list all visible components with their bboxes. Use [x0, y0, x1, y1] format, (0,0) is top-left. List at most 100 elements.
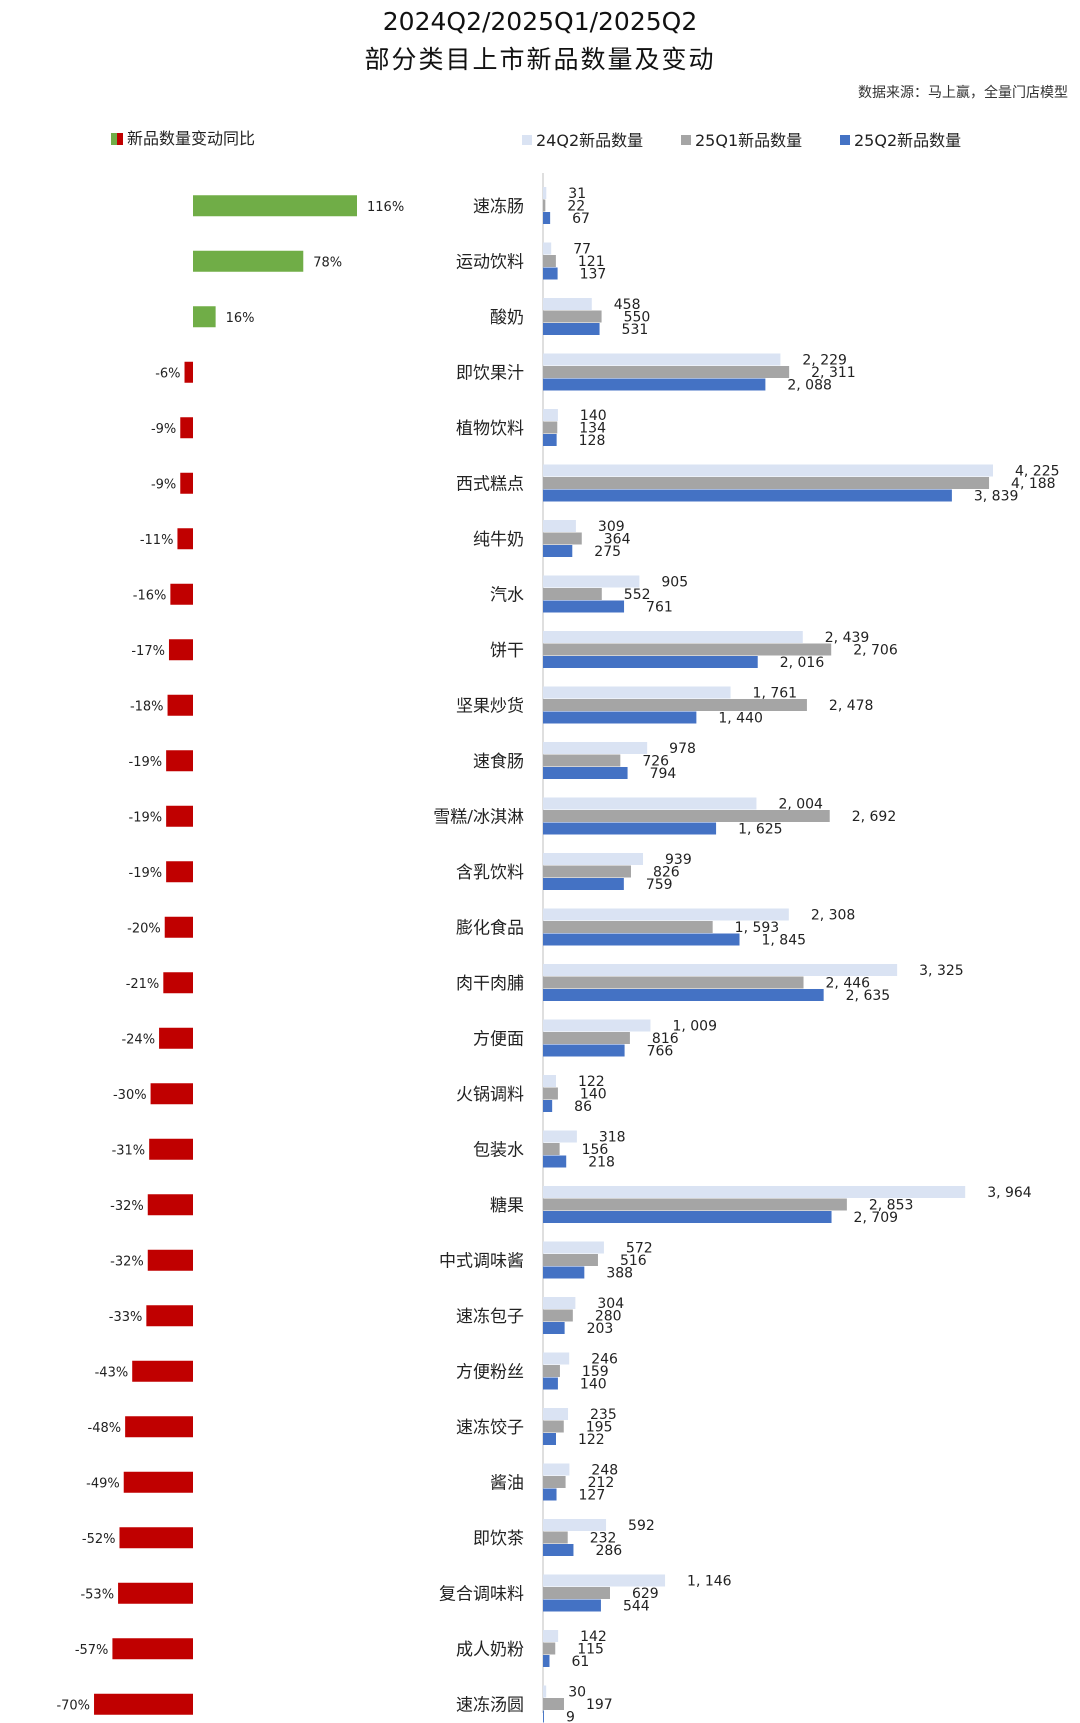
bar-25q2 — [543, 711, 697, 724]
bar-25q2 — [543, 1155, 567, 1168]
value-label-25q2: 275 — [594, 544, 621, 560]
bar-25q2 — [543, 1100, 553, 1112]
yoy-label: -9% — [151, 477, 176, 492]
bar-25q1 — [543, 976, 804, 989]
legend-series: 24Q2新品数量 25Q1新品数量 25Q2新品数量 — [522, 131, 961, 150]
value-label-25q1: 156 — [582, 1142, 609, 1158]
value-label-25q2: 140 — [580, 1377, 607, 1393]
value-label-25q2: 2, 016 — [780, 655, 825, 671]
data-source: 数据来源：马上赢，全量门店模型 — [858, 84, 1068, 101]
value-label-25q1: 516 — [620, 1253, 647, 1269]
category-label: 糖果 — [490, 1196, 524, 1216]
value-label-25q1: 816 — [652, 1031, 679, 1047]
category-label: 方便面 — [473, 1029, 524, 1049]
bar-24q2 — [543, 1574, 666, 1587]
category-label: 植物饮料 — [456, 419, 524, 439]
value-label-24q2: 1, 761 — [753, 686, 798, 702]
bar-25q1 — [543, 532, 582, 545]
bar-25q1 — [543, 199, 546, 212]
yoy-label: -6% — [155, 366, 180, 381]
value-label-25q1: 280 — [595, 1309, 622, 1325]
yoy-label: -32% — [110, 1199, 144, 1214]
bar-24q2 — [543, 242, 552, 255]
bar-24q2 — [543, 1352, 570, 1365]
category-label: 纯牛奶 — [473, 530, 524, 550]
bar-25q1 — [543, 921, 713, 933]
value-label-25q2: 122 — [578, 1432, 605, 1448]
value-label-25q1: 629 — [632, 1586, 659, 1602]
bar-24q2 — [543, 409, 558, 421]
yoy-bar — [118, 1582, 193, 1604]
bar-25q2 — [543, 1377, 558, 1390]
value-label-24q2: 939 — [665, 852, 692, 868]
category-label: 西式糕点 — [456, 474, 524, 494]
yoy-label: -20% — [127, 921, 161, 936]
value-label-25q1: 2, 692 — [852, 809, 897, 825]
category-label: 含乳饮料 — [456, 863, 524, 883]
value-label-25q1: 134 — [579, 421, 606, 437]
bar-24q2 — [543, 1519, 607, 1531]
bar-25q1 — [543, 1198, 847, 1211]
value-label-25q2: 218 — [588, 1155, 615, 1171]
bar-24q2 — [543, 520, 576, 532]
yoy-label: -21% — [126, 977, 160, 992]
value-label-25q1: 726 — [642, 754, 669, 770]
bar-25q1 — [543, 643, 832, 656]
bar-25q1 — [543, 421, 558, 434]
value-label-24q2: 142 — [580, 1629, 607, 1645]
value-label-25q1: 197 — [586, 1697, 613, 1713]
category-label: 即饮茶 — [473, 1529, 524, 1549]
yoy-label: -19% — [129, 866, 163, 881]
category-label: 酸奶 — [490, 308, 524, 328]
value-label-25q2: 388 — [606, 1266, 633, 1282]
value-label-25q2: 203 — [587, 1321, 614, 1337]
yoy-bar — [147, 1249, 193, 1271]
bar-24q2 — [543, 908, 789, 921]
value-label-24q2: 2, 308 — [811, 908, 856, 924]
legend-swatch-24q2 — [522, 135, 532, 145]
category-label: 速冻汤圆 — [456, 1695, 524, 1715]
value-label-25q1: 2, 853 — [869, 1198, 914, 1214]
bar-25q2 — [543, 767, 628, 779]
category-label: 坚果炒货 — [456, 696, 524, 716]
bar-24q2 — [543, 464, 993, 477]
value-label-25q2: 86 — [574, 1099, 592, 1115]
bar-25q2 — [543, 1655, 550, 1667]
yoy-bar — [150, 1083, 193, 1105]
legend-label-24q2: 24Q2新品数量 — [536, 131, 643, 150]
value-label-24q2: 122 — [578, 1074, 605, 1090]
yoy-bar — [184, 361, 193, 383]
value-label-24q2: 458 — [614, 297, 641, 313]
category-label: 雪糕/冰淇淋 — [433, 807, 524, 827]
bar-25q1 — [543, 699, 807, 711]
value-label-25q1: 159 — [582, 1364, 609, 1380]
yoy-bar — [125, 1416, 193, 1438]
bar-25q2 — [543, 933, 740, 946]
category-label: 火锅调料 — [456, 1085, 524, 1105]
yoy-bar — [177, 528, 193, 550]
yoy-bar — [167, 694, 193, 716]
yoy-label: -48% — [88, 1421, 122, 1436]
yoy-label: -43% — [95, 1365, 129, 1380]
yoy-bar — [146, 1305, 193, 1327]
value-label-25q1: 550 — [624, 310, 651, 326]
value-label-24q2: 592 — [628, 1518, 655, 1534]
yoy-bar — [149, 1138, 193, 1160]
bar-25q2 — [543, 1211, 832, 1223]
legend-yoy: 新品数量变动同比 — [111, 129, 255, 148]
category-label: 包装水 — [473, 1140, 524, 1160]
bar-25q2 — [543, 989, 824, 1001]
bar-25q1 — [543, 1365, 560, 1377]
bar-24q2 — [543, 1019, 651, 1032]
value-label-24q2: 140 — [580, 408, 607, 424]
value-label-24q2: 248 — [591, 1463, 618, 1479]
yoy-bar — [166, 750, 193, 772]
value-label-25q2: 127 — [579, 1488, 606, 1504]
yoy-label: -30% — [113, 1088, 147, 1103]
category-label: 成人奶粉 — [456, 1640, 524, 1660]
category-label: 即饮果汁 — [456, 363, 524, 383]
value-label-24q2: 905 — [661, 575, 688, 591]
yoy-bar — [166, 805, 193, 827]
yoy-bar — [193, 195, 357, 217]
